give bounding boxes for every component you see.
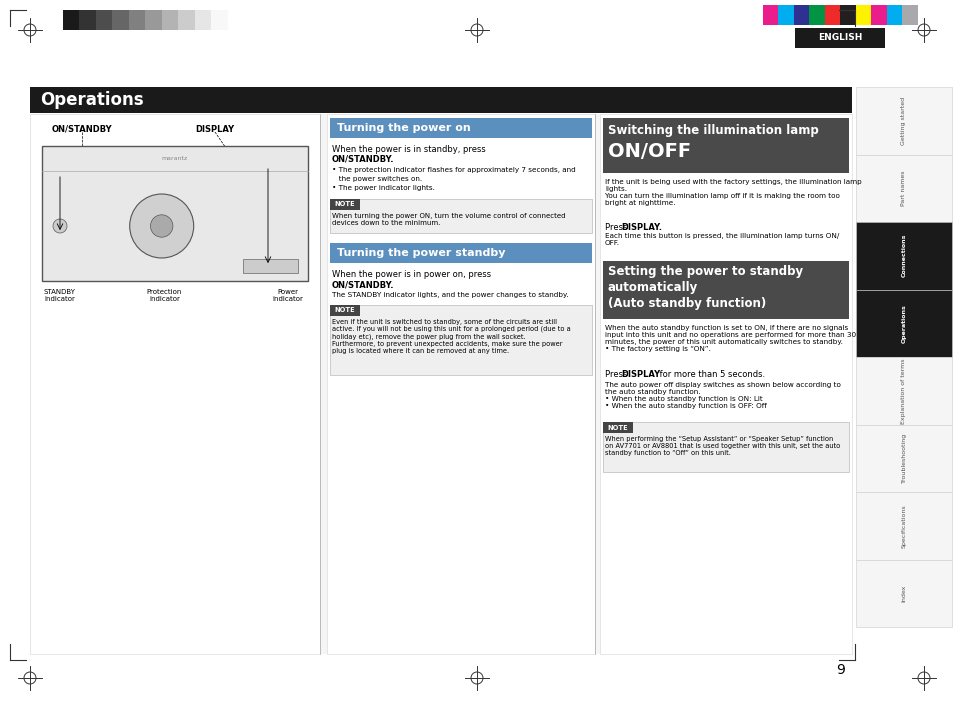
Text: When the power is in standby, press: When the power is in standby, press — [332, 145, 488, 154]
Text: DISPLAY: DISPLAY — [620, 370, 659, 379]
Text: ON/STANDBY.: ON/STANDBY. — [332, 155, 395, 164]
Text: Turning the power standby: Turning the power standby — [336, 248, 505, 258]
Bar — [840, 5, 855, 25]
Text: Getting started: Getting started — [901, 97, 905, 145]
Bar — [855, 559, 951, 627]
Bar — [327, 114, 595, 654]
Bar — [79, 10, 96, 30]
Circle shape — [151, 215, 172, 237]
Circle shape — [53, 219, 67, 233]
Bar — [855, 5, 871, 25]
Text: Index: Index — [901, 585, 905, 602]
Text: ON/STANDBY: ON/STANDBY — [51, 125, 112, 134]
Bar — [330, 243, 592, 263]
Bar — [146, 10, 162, 30]
Text: Press: Press — [604, 370, 629, 379]
Text: Power
indicator: Power indicator — [273, 289, 303, 302]
Bar — [212, 10, 228, 30]
Text: When turning the power ON, turn the volume control of connected
devices down to : When turning the power ON, turn the volu… — [332, 213, 565, 226]
Bar — [30, 87, 851, 113]
Bar — [129, 10, 146, 30]
Text: NOTE: NOTE — [335, 202, 355, 207]
Text: ON/STANDBY.: ON/STANDBY. — [332, 280, 395, 289]
Bar — [902, 5, 917, 25]
Text: • The protection indicator flashes for approximately 7 seconds, and: • The protection indicator flashes for a… — [332, 167, 576, 173]
Bar — [330, 305, 592, 375]
Text: Explanation of terms: Explanation of terms — [901, 358, 905, 423]
Bar — [855, 357, 951, 425]
Bar — [762, 5, 778, 25]
Text: The STANDBY indicator lights, and the power changes to standby.: The STANDBY indicator lights, and the po… — [332, 292, 568, 298]
Text: (Auto standby function): (Auto standby function) — [607, 297, 765, 310]
Text: Setting the power to standby: Setting the power to standby — [607, 265, 802, 278]
Text: for more than 5 seconds.: for more than 5 seconds. — [657, 370, 764, 379]
Bar — [96, 10, 112, 30]
Bar — [855, 87, 951, 154]
Text: Connections: Connections — [901, 234, 905, 278]
Bar — [42, 146, 308, 281]
Bar — [178, 10, 194, 30]
Bar — [793, 5, 809, 25]
Bar — [243, 259, 297, 273]
Text: Switching the illumination lamp: Switching the illumination lamp — [607, 124, 818, 137]
Bar — [30, 114, 319, 654]
Text: STANDBY
indicator: STANDBY indicator — [44, 289, 76, 302]
Text: automatically: automatically — [607, 281, 698, 294]
Text: When performing the “Setup Assistant” or “Speaker Setup” function
on AV7701 or A: When performing the “Setup Assistant” or… — [604, 436, 840, 456]
Bar — [855, 290, 951, 357]
Text: NOTE: NOTE — [607, 425, 628, 430]
Text: NOTE: NOTE — [335, 307, 355, 314]
Bar — [855, 425, 951, 492]
Text: Turning the power on: Turning the power on — [336, 123, 470, 133]
Bar — [886, 5, 902, 25]
Text: DISPLAY: DISPLAY — [195, 125, 234, 134]
Text: • The power indicator lights.: • The power indicator lights. — [332, 185, 435, 191]
Bar — [63, 10, 79, 30]
Text: Even if the unit is switched to standby, some of the circuits are still
active. : Even if the unit is switched to standby,… — [332, 319, 570, 354]
Bar — [602, 422, 848, 472]
Bar — [112, 10, 129, 30]
Bar — [330, 199, 592, 233]
Text: Each time this button is pressed, the illumination lamp turns ON/
OFF.: Each time this button is pressed, the il… — [604, 233, 839, 246]
Text: When the auto standby function is set to ON, if there are no signals
input into : When the auto standby function is set to… — [604, 325, 855, 352]
Bar — [330, 199, 359, 210]
Text: DISPLAY.: DISPLAY. — [620, 223, 661, 232]
Bar — [855, 492, 951, 559]
Text: When the power is in power on, press: When the power is in power on, press — [332, 270, 494, 279]
Text: marantz: marantz — [162, 156, 188, 161]
Bar — [330, 305, 359, 316]
Bar — [330, 118, 592, 138]
Text: Press: Press — [604, 223, 629, 232]
Bar — [602, 422, 633, 433]
Bar — [602, 118, 848, 173]
Bar — [855, 154, 951, 222]
Text: 9: 9 — [836, 663, 844, 677]
Bar — [194, 10, 212, 30]
Text: The auto power off display switches as shown below according to
the auto standby: The auto power off display switches as s… — [604, 382, 840, 409]
Bar — [602, 261, 848, 319]
Text: Operations: Operations — [40, 91, 144, 109]
Bar — [162, 10, 178, 30]
Bar — [778, 5, 793, 25]
Bar — [30, 114, 851, 654]
Bar — [871, 5, 886, 25]
Text: Specifications: Specifications — [901, 504, 905, 547]
Circle shape — [130, 194, 193, 258]
Bar — [794, 28, 884, 48]
Bar — [855, 222, 951, 290]
Text: the power switches on.: the power switches on. — [332, 176, 421, 182]
Bar — [809, 5, 824, 25]
Text: ON/OFF: ON/OFF — [607, 142, 690, 161]
Text: Part names: Part names — [901, 171, 905, 206]
Bar — [599, 114, 851, 654]
Text: Operations: Operations — [901, 304, 905, 343]
Text: Troubleshooting: Troubleshooting — [901, 433, 905, 484]
Bar — [824, 5, 840, 25]
Text: If the unit is being used with the factory settings, the illumination lamp
light: If the unit is being used with the facto… — [604, 179, 861, 206]
Text: ENGLISH: ENGLISH — [817, 33, 862, 42]
Text: Protection
indicator: Protection indicator — [147, 289, 182, 302]
